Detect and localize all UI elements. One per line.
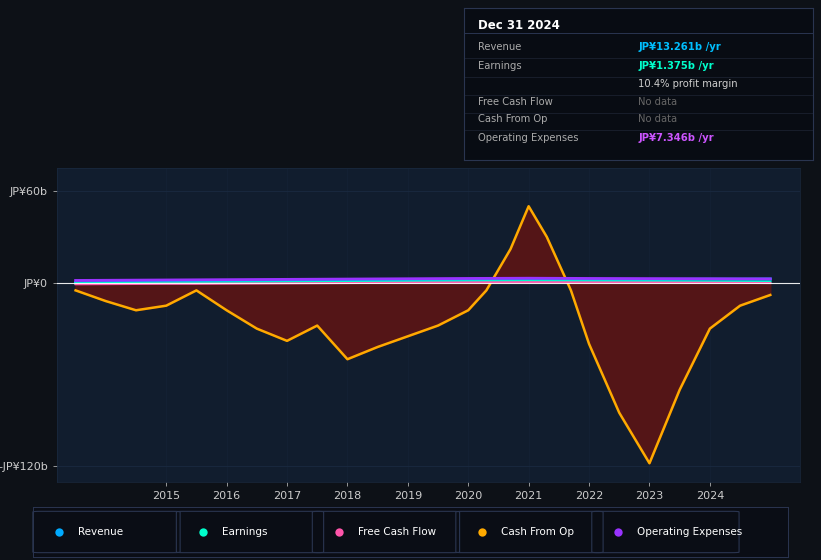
- Text: Cash From Op: Cash From Op: [478, 114, 548, 124]
- Text: Operating Expenses: Operating Expenses: [478, 133, 578, 143]
- Text: JP¥13.261b /yr: JP¥13.261b /yr: [639, 41, 721, 52]
- Text: Cash From Op: Cash From Op: [501, 527, 574, 537]
- Text: 10.4% profit margin: 10.4% profit margin: [639, 79, 738, 88]
- Text: No data: No data: [639, 97, 677, 107]
- Text: Free Cash Flow: Free Cash Flow: [478, 97, 553, 107]
- Text: JP¥7.346b /yr: JP¥7.346b /yr: [639, 133, 714, 143]
- Text: Revenue: Revenue: [478, 41, 521, 52]
- Text: Dec 31 2024: Dec 31 2024: [478, 19, 560, 32]
- Text: Earnings: Earnings: [478, 62, 521, 71]
- Text: No data: No data: [639, 114, 677, 124]
- Text: Operating Expenses: Operating Expenses: [637, 527, 742, 537]
- Text: Earnings: Earnings: [222, 527, 267, 537]
- Text: Revenue: Revenue: [78, 527, 123, 537]
- Text: Free Cash Flow: Free Cash Flow: [358, 527, 436, 537]
- Text: JP¥1.375b /yr: JP¥1.375b /yr: [639, 62, 714, 71]
